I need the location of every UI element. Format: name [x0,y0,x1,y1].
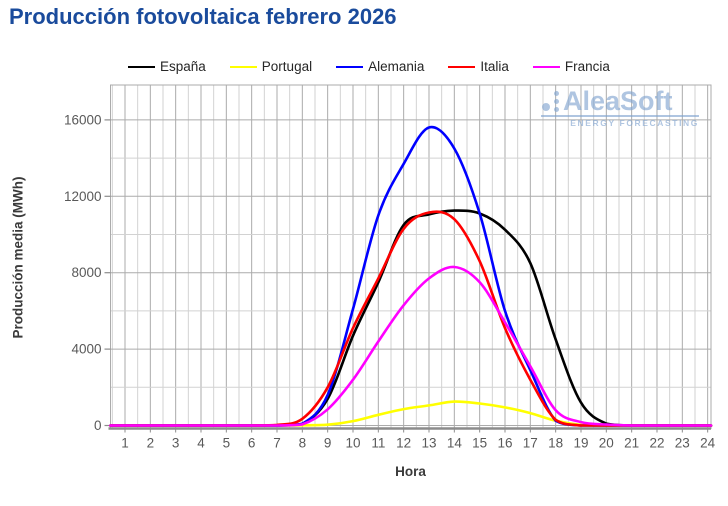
x-axis-title: Hora [395,464,426,479]
x-tick-label: 2 [147,436,155,451]
chart-legend: España Portugal Alemania Italia Francia [128,59,610,74]
x-tick-label: 1 [121,436,129,451]
x-tick-label: 15 [472,436,487,451]
watermark-brand: AleaSoft [563,86,673,116]
x-tick-label: 21 [624,436,639,451]
legend-label: Alemania [368,59,425,74]
series-line-francia [109,265,713,427]
y-tick-label: 16000 [64,112,102,127]
x-tick-label: 16 [497,436,512,451]
x-tick-label: 17 [523,436,538,451]
legend-item-italia: Italia [448,59,509,74]
x-tick-label: 8 [299,436,307,451]
y-tick-label: 0 [94,418,102,433]
legend-label: Francia [564,59,610,74]
legend-swatch-icon [128,65,155,68]
legend-swatch-icon [532,65,560,68]
aleasoft-watermark: AleaSoft ENERGY FORECASTING [541,88,699,128]
x-tick-label: 9 [324,436,332,451]
x-tick-label: 11 [371,436,385,451]
legend-swatch-icon [229,65,257,68]
y-tick-label: 12000 [64,189,102,204]
legend-label: España [160,59,206,74]
x-tick-label: 18 [548,436,563,451]
x-tick-label: 19 [573,436,588,451]
x-tick-label: 10 [345,436,360,451]
x-tick-label: 13 [421,436,436,451]
x-tick-label: 24 [700,436,716,451]
x-tick-label: 23 [675,436,690,451]
legend-item-francia: Francia [532,59,610,74]
x-tick-label: 20 [599,436,614,451]
legend-swatch-icon [336,65,364,68]
legend-item-portugal: Portugal [229,59,313,74]
series-curves [109,125,713,427]
x-tick-label: 5 [223,436,231,451]
x-tick-label: 4 [197,436,205,451]
gridlines [110,85,711,429]
x-tick-label: 7 [273,436,281,451]
x-tick-label: 22 [649,436,664,451]
x-tick-label: 3 [172,436,180,451]
legend-label: Italia [480,59,509,74]
x-tick-label: 14 [447,436,463,451]
watermark-tagline: ENERGY FORECASTING [570,118,699,128]
x-tick-label: 12 [396,436,411,451]
legend-label: Portugal [261,59,313,74]
watermark-rule [541,115,699,117]
y-tick-label: 8000 [71,265,101,280]
legend-swatch-icon [448,65,476,68]
x-tick-label: 6 [248,436,256,451]
legend-item-españa: España [128,59,206,74]
aleasoft-dots-icon [541,88,563,114]
y-tick-label: 4000 [71,342,101,357]
legend-item-alemania: Alemania [336,59,424,74]
page-title: Producción fotovoltaica febrero 2026 [9,4,397,29]
